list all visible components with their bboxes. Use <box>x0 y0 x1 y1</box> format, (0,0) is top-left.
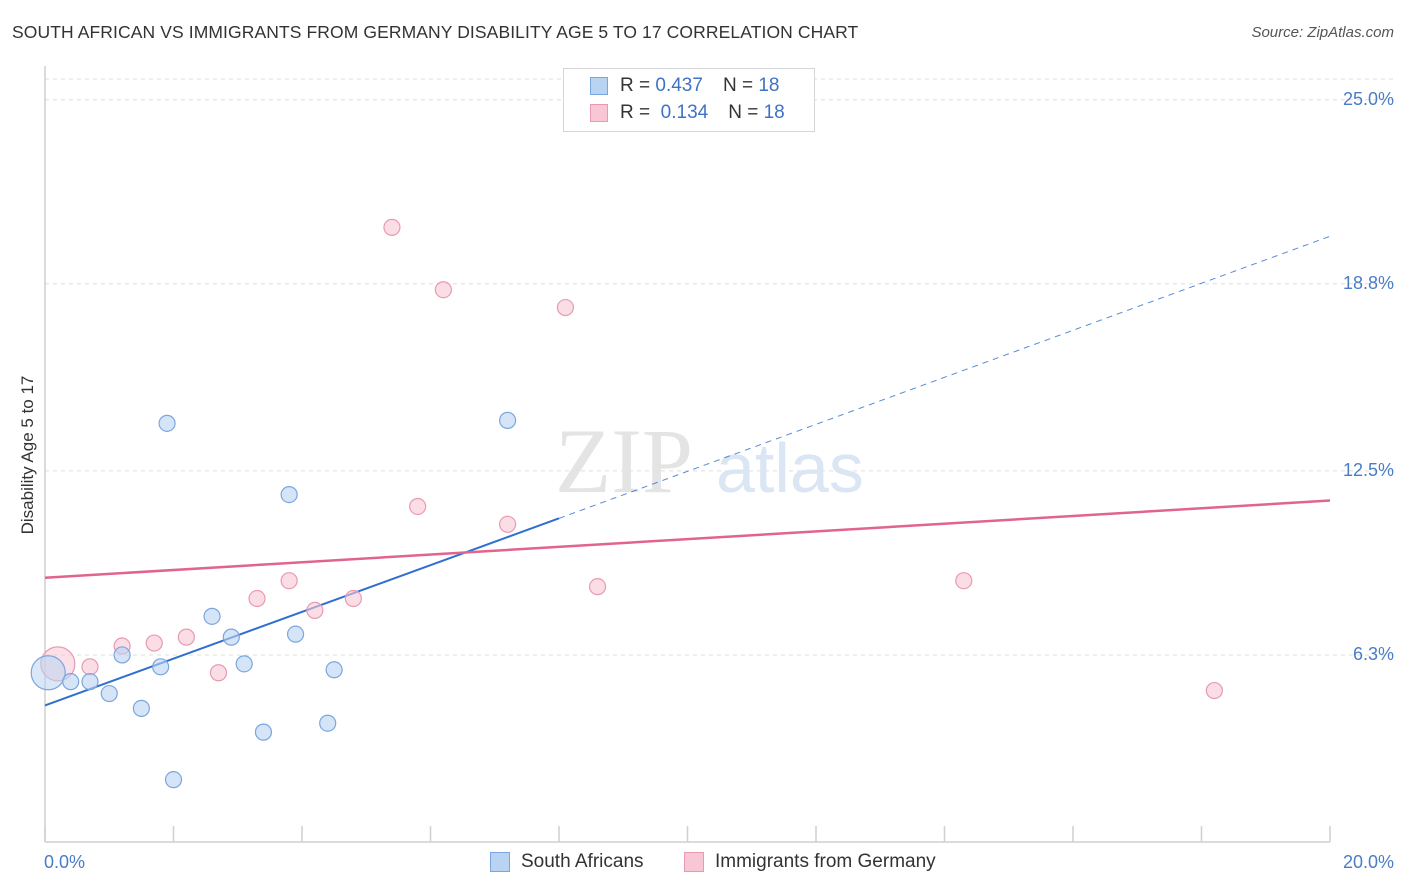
point-south-africans <box>325 661 343 679</box>
legend-label-immigrants-germany: Immigrants from Germany <box>715 851 936 872</box>
legend-swatch-blue <box>590 77 608 95</box>
point-immigrants-germany <box>409 497 427 516</box>
point-south-africans <box>100 684 118 703</box>
legend-n-value: 18 <box>758 75 780 96</box>
point-immigrants-germany <box>81 658 99 676</box>
legend-n-label: N = <box>728 102 759 123</box>
point-immigrants-germany <box>344 589 362 608</box>
legend-item-immigrants-germany: Immigrants from Germany <box>684 851 936 873</box>
legend-row-immigrants-germany: R = 0.134 N = 18 <box>590 101 785 125</box>
data-points <box>30 218 1223 789</box>
watermark-atlas: atlas <box>716 429 864 507</box>
watermark: ZIP atlas <box>555 410 864 512</box>
legend-swatch-pink <box>590 104 608 122</box>
point-south-africans <box>62 673 80 691</box>
point-immigrants-germany <box>588 578 607 596</box>
y-tick-label: 6.3% <box>1352 643 1394 664</box>
y-tick-label: 12.5% <box>1342 459 1394 480</box>
point-south-africans <box>132 699 150 717</box>
point-immigrants-germany <box>1205 681 1223 700</box>
legend-r-value: 0.437 <box>655 75 703 96</box>
legend-n-label: N = <box>722 75 754 96</box>
legend-label-south-africans: South Africans <box>521 851 644 872</box>
point-south-africans <box>235 655 253 673</box>
point-south-africans <box>158 414 176 432</box>
point-south-africans <box>222 628 240 646</box>
point-immigrants-germany <box>209 664 228 682</box>
legend-swatch-pink <box>684 852 704 872</box>
chart-title: SOUTH AFRICAN VS IMMIGRANTS FROM GERMANY… <box>12 22 859 42</box>
legend-r-value: 0.134 <box>660 102 709 123</box>
point-south-africans <box>203 607 221 625</box>
point-south-africans <box>164 771 183 789</box>
series-legend: South Africans Immigrants from Germany <box>0 851 1406 877</box>
legend-n-value: 18 <box>763 102 785 123</box>
trend-line-south-africans-extension <box>558 235 1331 519</box>
point-south-africans <box>319 714 337 732</box>
point-south-africans <box>254 723 273 741</box>
point-immigrants-germany <box>177 628 195 646</box>
trend-line-south-africans <box>44 517 560 707</box>
legend-r-label: R = <box>620 75 651 96</box>
point-south-africans <box>113 646 131 664</box>
y-tick-label: 18.8% <box>1342 272 1394 293</box>
point-immigrants-germany <box>306 601 324 620</box>
y-tick-label: 25.0% <box>1342 88 1394 109</box>
trend-line-immigrants-germany <box>44 499 1331 579</box>
y-axis-label: Disability Age 5 to 17 <box>18 375 37 535</box>
watermark-zip: ZIP <box>555 410 693 512</box>
point-immigrants-germany <box>280 572 298 590</box>
point-south-africans <box>30 655 66 691</box>
point-south-africans <box>152 658 170 676</box>
axes <box>44 66 1331 843</box>
point-immigrants-germany <box>955 572 973 590</box>
correlation-legend: R = 0.437 N = 18 R = 0.134 N = 18 <box>563 68 815 132</box>
point-immigrants-germany <box>383 218 401 236</box>
legend-item-south-africans: South Africans <box>490 851 644 873</box>
point-immigrants-germany <box>499 515 517 533</box>
x-tick-label-min: 0.0% <box>44 852 86 872</box>
legend-swatch-blue <box>490 852 510 872</box>
trend-lines <box>44 235 1331 707</box>
legend-r-label: R = <box>620 102 651 123</box>
point-immigrants-germany <box>248 589 266 608</box>
point-south-africans <box>81 673 99 691</box>
point-south-africans <box>286 625 305 643</box>
point-immigrants-germany <box>434 281 452 299</box>
point-south-africans <box>280 486 298 504</box>
point-immigrants-germany <box>145 634 163 652</box>
point-south-africans <box>499 411 517 429</box>
source-label: Source: ZipAtlas.com <box>1251 24 1394 41</box>
point-immigrants-germany <box>556 298 575 317</box>
grid-lines <box>45 78 1395 656</box>
x-tick-label-max: 20.0% <box>1342 852 1394 872</box>
legend-row-south-africans: R = 0.437 N = 18 <box>590 74 779 98</box>
